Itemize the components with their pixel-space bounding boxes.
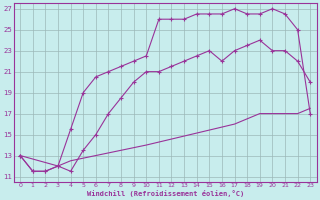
X-axis label: Windchill (Refroidissement éolien,°C): Windchill (Refroidissement éolien,°C) (87, 190, 244, 197)
